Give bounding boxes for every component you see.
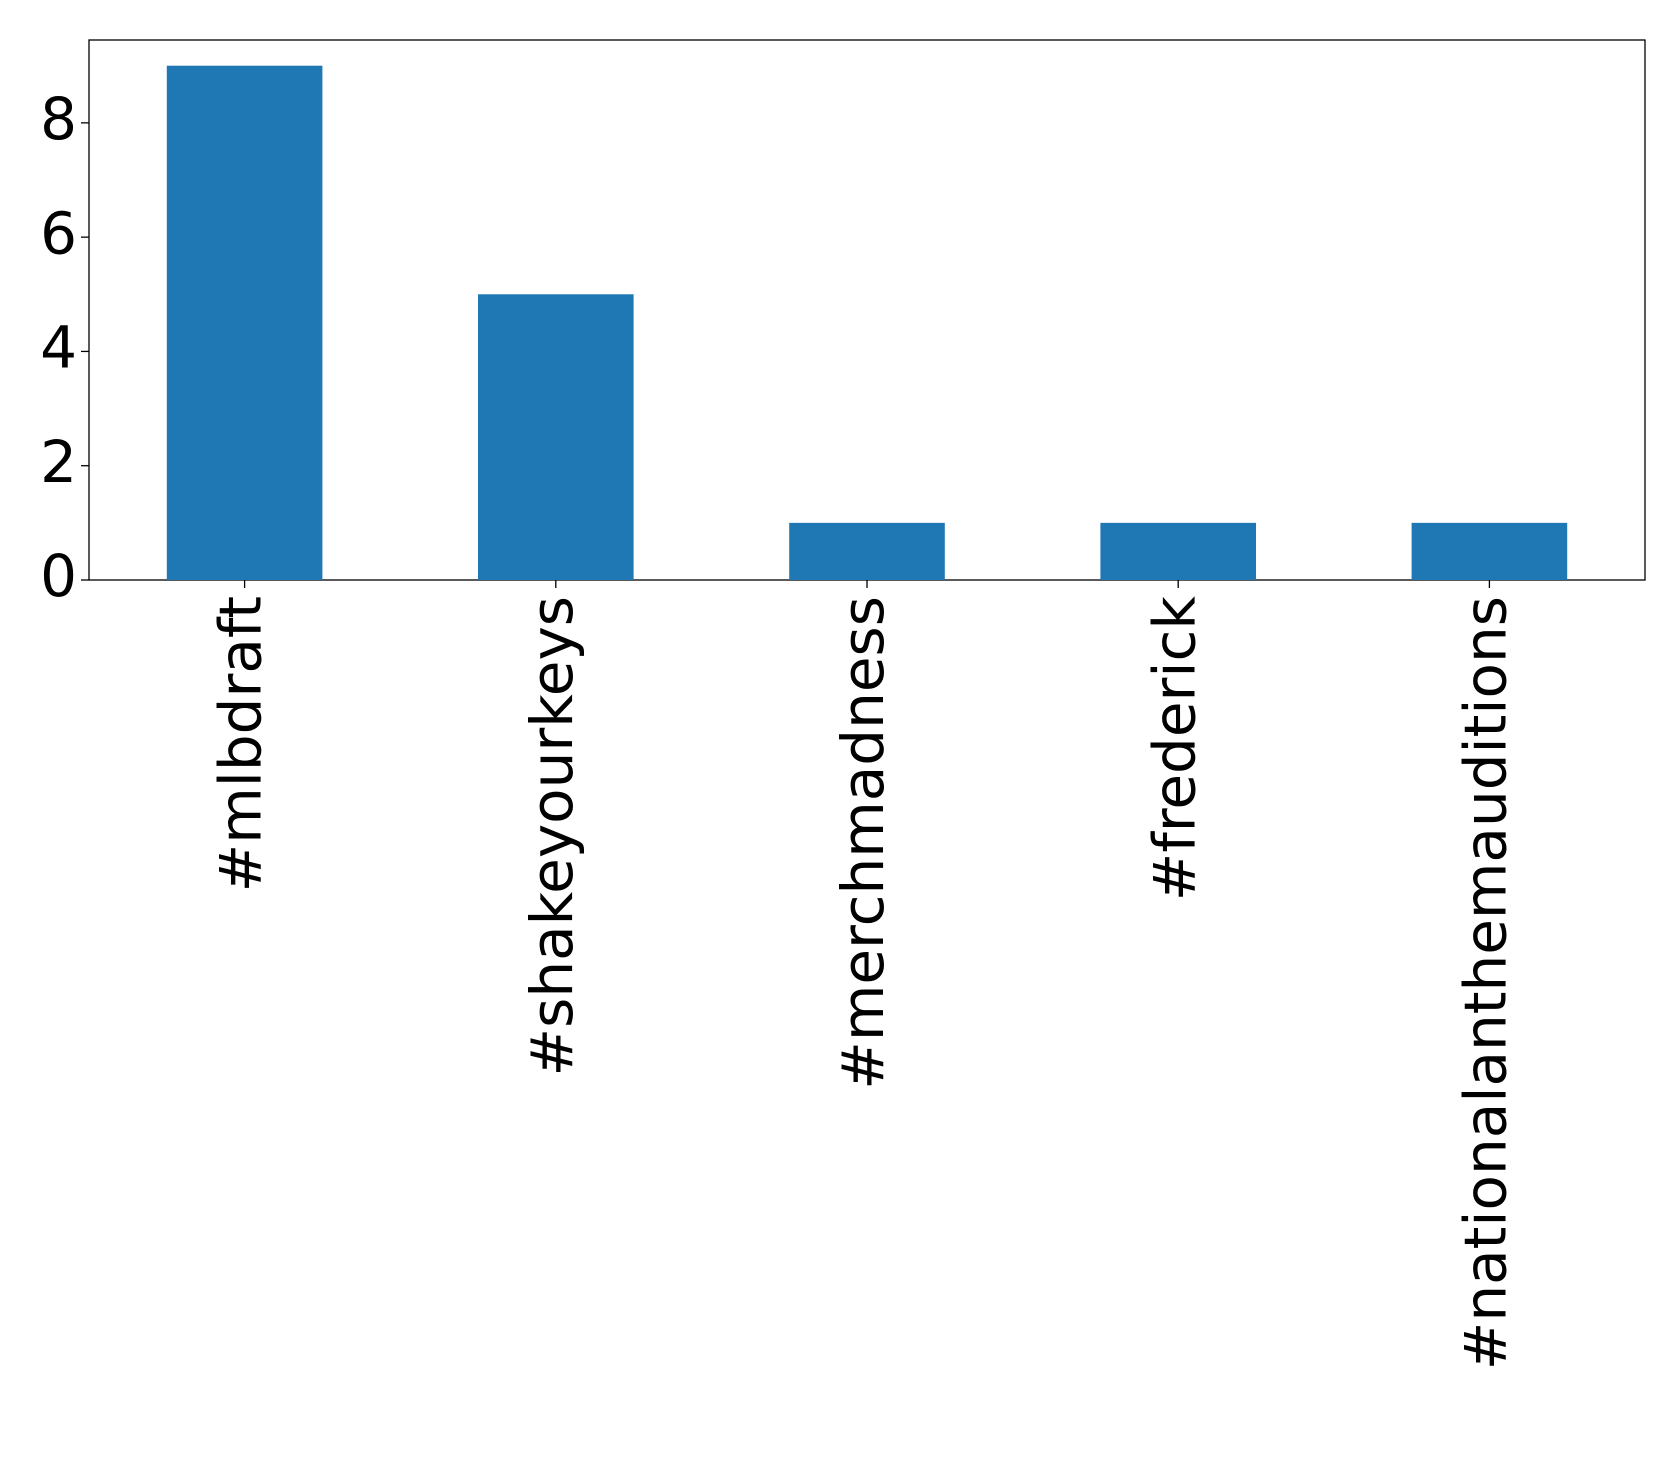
y-tick-label: 4: [40, 314, 77, 382]
y-tick-label: 8: [40, 85, 77, 153]
bar: [478, 294, 634, 580]
y-tick-label: 0: [40, 542, 77, 610]
x-tick-label: #merchmadness: [829, 596, 897, 1090]
bar: [166, 65, 323, 580]
x-tick-label: #nationalanthemauditions: [1452, 596, 1520, 1370]
bar: [1411, 522, 1568, 580]
y-tick-label: 6: [40, 199, 77, 267]
bar: [789, 522, 945, 580]
x-tick-label: #mlbdraft: [207, 596, 275, 892]
x-tick-label: #shakeyourkeys: [518, 596, 586, 1076]
x-tick-label: #frederick: [1140, 596, 1208, 902]
y-tick-label: 2: [40, 428, 77, 496]
bar: [1100, 522, 1256, 580]
